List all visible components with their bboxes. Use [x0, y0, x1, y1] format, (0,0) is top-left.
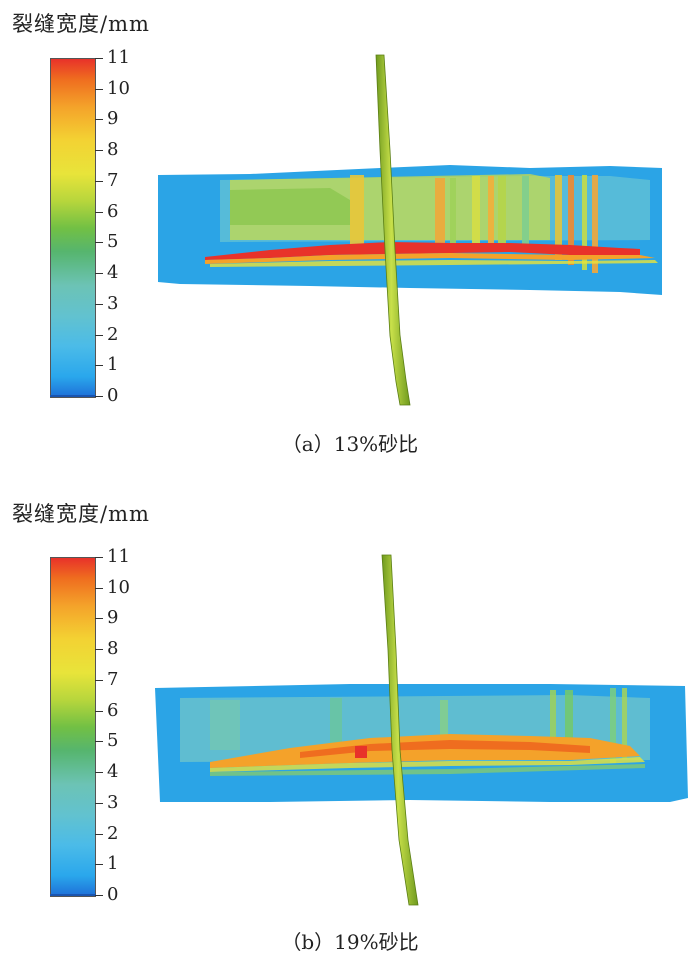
colorbar-tick-label: 0: [107, 385, 119, 406]
colorbar-tick: [95, 88, 103, 90]
colorbar-title: 裂缝宽度/mm: [12, 12, 150, 36]
colorbar-tick-label: 5: [107, 730, 119, 752]
green-zone: [230, 188, 350, 225]
colorbar-tick-label: 5: [107, 231, 119, 253]
caption-b: （b）19%砂比: [281, 930, 419, 954]
red-spot: [355, 746, 367, 758]
colorbar-tick: [95, 211, 103, 213]
colorbar-title: 裂缝宽度/mm: [12, 502, 150, 526]
red-fracture: [205, 242, 640, 260]
colorbar-tick-label: 9: [107, 108, 119, 130]
streaks: [210, 688, 627, 763]
colorbar-tick-label: 3: [107, 791, 119, 813]
colorbar-bottom: [50, 894, 96, 896]
colorbar-tick: [95, 895, 103, 896]
colorbar-tick: [95, 679, 103, 681]
colorbar-tick: [95, 150, 103, 152]
colorbar-tick: [95, 242, 103, 244]
yellow-edge: [210, 757, 645, 772]
yellow-edge: [210, 260, 658, 267]
colorbar-tick-label: 4: [107, 262, 119, 284]
fracture-width-map: [158, 54, 662, 406]
streaks: [350, 175, 598, 273]
colorbar-tick: [95, 58, 103, 59]
wellbore: [381, 554, 419, 906]
colorbar-tick-label: 6: [107, 200, 119, 222]
caption-a: （a）13%砂比: [281, 432, 419, 456]
colorbar-tick: [95, 587, 103, 589]
colorbar-tick: [95, 180, 103, 182]
colorbar-tick: [95, 396, 103, 397]
colorbar-tick: [95, 864, 103, 866]
colorbar-tick-label: 1: [107, 354, 119, 376]
panel-b: 裂缝宽度/mm （b）19%砂比 0 1 2 3: [0, 490, 700, 955]
colorbar-tick: [95, 119, 103, 121]
orange-edge: [205, 253, 655, 264]
colorbar-tick-label: 2: [107, 822, 119, 844]
red-fracture: [300, 740, 590, 758]
colorbar-tick-label: 7: [107, 169, 119, 191]
colorbar-tick-label: 8: [107, 638, 119, 660]
colorbar-tick-label: 10: [107, 77, 130, 99]
colorbar-tick-label: 6: [107, 699, 119, 721]
colorbar-tick: [95, 365, 103, 367]
colorbar-tick: [95, 710, 103, 712]
wellbore: [375, 54, 411, 406]
colorbar-tick: [95, 334, 103, 336]
colorbar-tick: [95, 649, 103, 651]
colorbar-tick-label: 4: [107, 761, 119, 783]
colorbar-tick: [95, 618, 103, 620]
colorbar-tick: [95, 273, 103, 275]
colorbar-tick-label: 0: [107, 884, 119, 905]
colorbar-tick-label: 7: [107, 668, 119, 690]
colorbar-tick-label: 10: [107, 576, 130, 598]
fracture-width-map: [155, 554, 688, 906]
colorbar-tick: [95, 303, 103, 305]
colorbar-tick-label: 8: [107, 139, 119, 161]
colorbar-tick: [95, 557, 103, 558]
colorbar-bottom: [50, 395, 96, 397]
colorbar: [50, 557, 96, 897]
panel-a: 裂缝宽度/mm: [0, 0, 700, 470]
colorbar-tick-label: 1: [107, 853, 119, 875]
colorbar: [50, 58, 96, 398]
colorbar-tick: [95, 741, 103, 743]
colorbar-tick-label: 2: [107, 323, 119, 345]
colorbar-tick-label: 11: [107, 546, 130, 567]
green-edge: [210, 764, 645, 776]
colorbar-tick: [95, 802, 103, 804]
colorbar-tick-label: 3: [107, 292, 119, 314]
colorbar-tick-label: 9: [107, 607, 119, 629]
colorbar-tick-label: 11: [107, 47, 130, 68]
colorbar-tick: [95, 772, 103, 774]
colorbar-tick: [95, 833, 103, 835]
